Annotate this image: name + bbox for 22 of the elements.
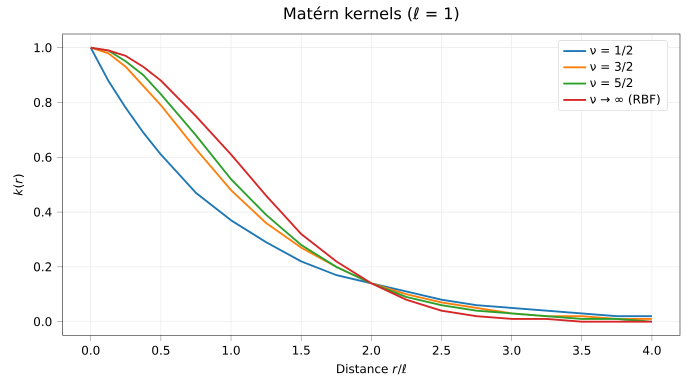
x-axis-title: Distance r/ℓ — [337, 364, 406, 374]
x-tick-label: 1.0 — [222, 346, 240, 355]
y-tick-label: 0.6 — [34, 152, 52, 162]
legend-label: ν → ∞ (RBF) — [590, 94, 660, 106]
y-tick-label: 0.4 — [34, 208, 52, 217]
chart-title: Matérn kernels (ℓ = 1) — [284, 6, 458, 22]
x-tick-label: 1.5 — [292, 346, 310, 355]
x-tick-label: 2.0 — [362, 346, 380, 355]
y-tick-label: 0.8 — [34, 98, 52, 108]
y-tick-label: 1.0 — [34, 43, 52, 52]
x-tick-label: 2.5 — [432, 346, 450, 355]
x-tick-label: 3.0 — [503, 346, 520, 355]
legend-label: ν = 1/2 — [590, 46, 632, 56]
legend-label: ν = 5/2 — [590, 78, 632, 88]
y-axis-title: k(r) — [13, 174, 24, 196]
x-tick-label: 0.0 — [82, 346, 100, 355]
x-tick-label: 4.0 — [642, 346, 661, 355]
x-tick-label: 0.5 — [152, 346, 170, 355]
y-tick-label: 0.2 — [34, 262, 52, 272]
x-tick-label: 3.5 — [573, 346, 590, 355]
y-tick-label: 0.0 — [34, 317, 52, 326]
legend-label: ν = 3/2 — [590, 62, 632, 72]
